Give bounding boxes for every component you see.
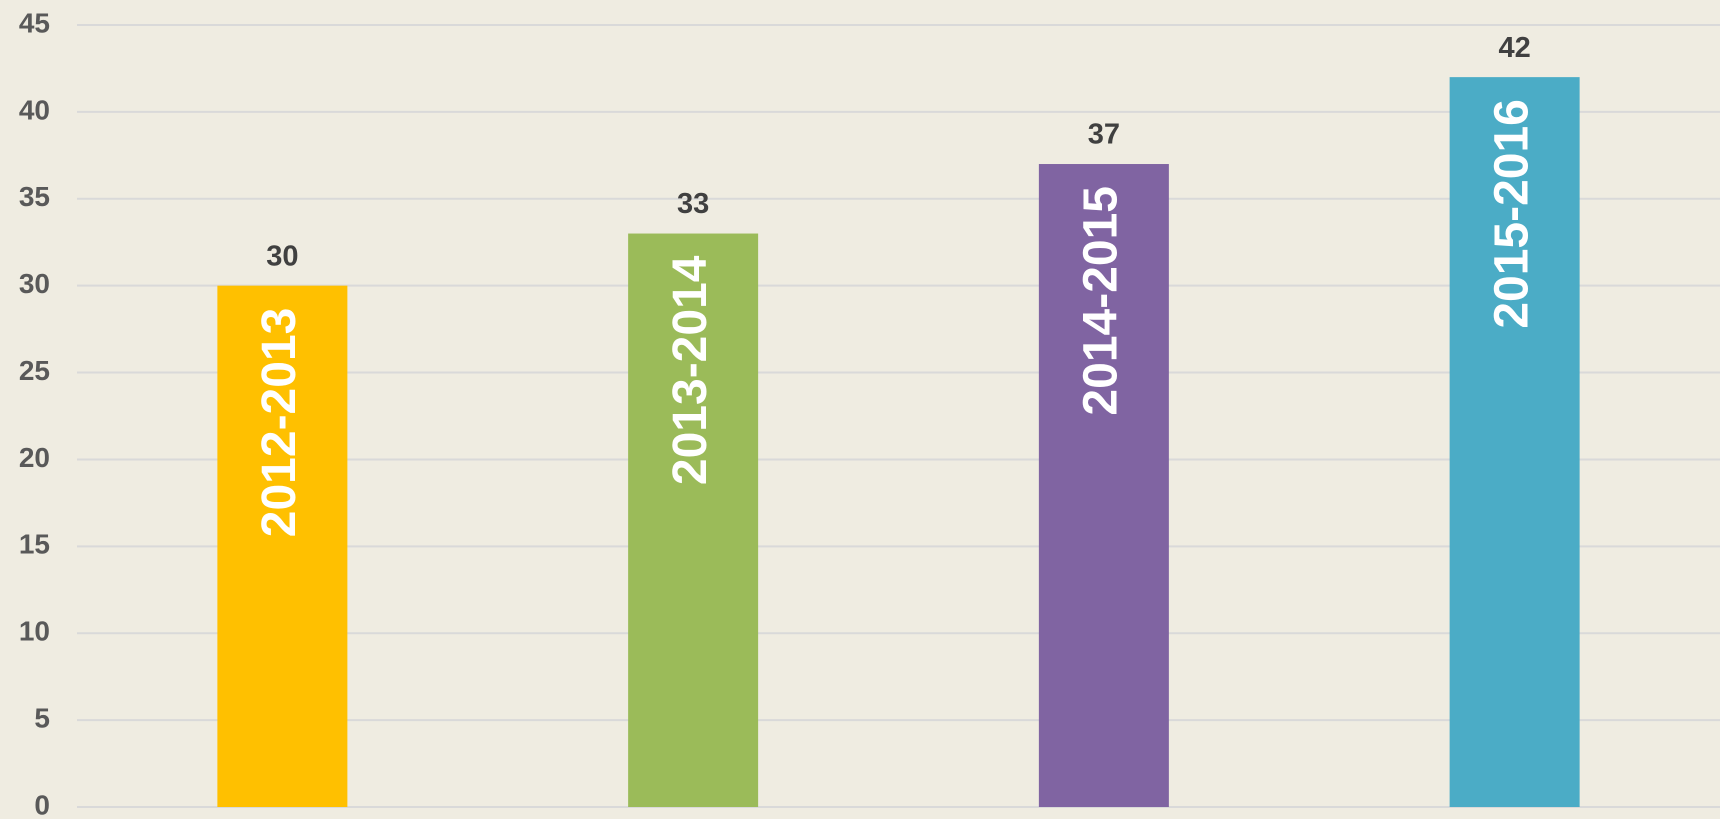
bar [1038, 164, 1169, 807]
y-tick-label: 15 [19, 529, 50, 560]
category-label: 2014-2015 [1075, 186, 1128, 416]
y-tick-label: 20 [19, 442, 50, 473]
value-label: 42 [1498, 32, 1530, 64]
y-tick-label: 10 [19, 616, 50, 647]
y-tick-label: 5 [34, 703, 50, 734]
bar [1449, 77, 1580, 808]
bar [217, 285, 348, 808]
y-tick-label: 25 [19, 355, 50, 386]
bar [628, 233, 759, 808]
value-label: 37 [1088, 119, 1120, 151]
y-tick-label: 30 [19, 268, 50, 299]
value-label: 30 [266, 240, 298, 272]
y-tick-label: 40 [19, 94, 50, 125]
category-label: 2012-2013 [253, 308, 306, 538]
category-label: 2013-2014 [664, 255, 717, 485]
y-tick-label: 35 [19, 181, 50, 212]
value-label: 33 [677, 188, 709, 220]
y-tick-label: 0 [34, 789, 50, 819]
y-tick-label: 45 [19, 7, 50, 38]
category-label: 2015-2016 [1485, 99, 1538, 329]
